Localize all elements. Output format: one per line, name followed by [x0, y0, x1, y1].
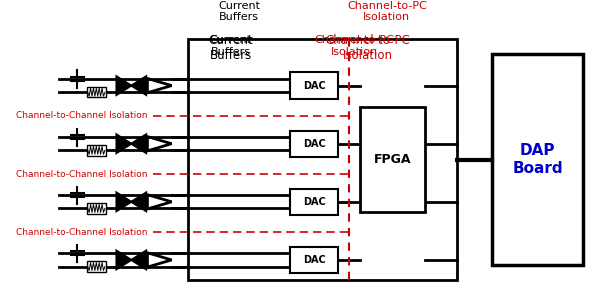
Text: Channel-to-PC
Isolation: Channel-to-PC Isolation [326, 34, 411, 62]
Text: DAP
Board: DAP Board [512, 143, 563, 176]
Text: DAC: DAC [303, 81, 326, 91]
Bar [290, 247, 339, 273]
Text: Channel-to-Channel Isolation: Channel-to-Channel Isolation [16, 170, 148, 178]
Bar [87, 203, 106, 214]
Text: Current
Buffers: Current Buffers [210, 35, 252, 57]
Text: DAC: DAC [303, 255, 326, 265]
Text: Current
Buffers: Current Buffers [218, 1, 260, 22]
Text: DAC: DAC [303, 197, 326, 207]
Bar [87, 145, 106, 156]
Polygon shape [116, 193, 132, 211]
Text: Channel-to-PC
Isolation: Channel-to-PC Isolation [314, 35, 395, 57]
Polygon shape [116, 76, 132, 95]
Text: Channel-to-Channel Isolation: Channel-to-Channel Isolation [16, 228, 148, 237]
Polygon shape [132, 193, 146, 211]
Text: Current
Buffers: Current Buffers [208, 34, 253, 62]
Polygon shape [132, 251, 146, 269]
Bar [290, 189, 339, 215]
Polygon shape [116, 251, 132, 269]
Bar [290, 130, 339, 157]
Polygon shape [132, 134, 146, 153]
Bar [87, 261, 106, 272]
Bar [87, 87, 106, 98]
Polygon shape [116, 134, 132, 153]
Text: DAC: DAC [303, 139, 326, 149]
Text: Channel-to-PC
Isolation: Channel-to-PC Isolation [347, 1, 427, 22]
Bar [360, 107, 425, 212]
Text: Channel-to-Channel Isolation: Channel-to-Channel Isolation [16, 111, 148, 120]
Bar [290, 72, 339, 99]
Bar [188, 39, 457, 280]
Polygon shape [132, 76, 146, 95]
Bar [492, 54, 584, 265]
Text: FPGA: FPGA [373, 153, 411, 166]
